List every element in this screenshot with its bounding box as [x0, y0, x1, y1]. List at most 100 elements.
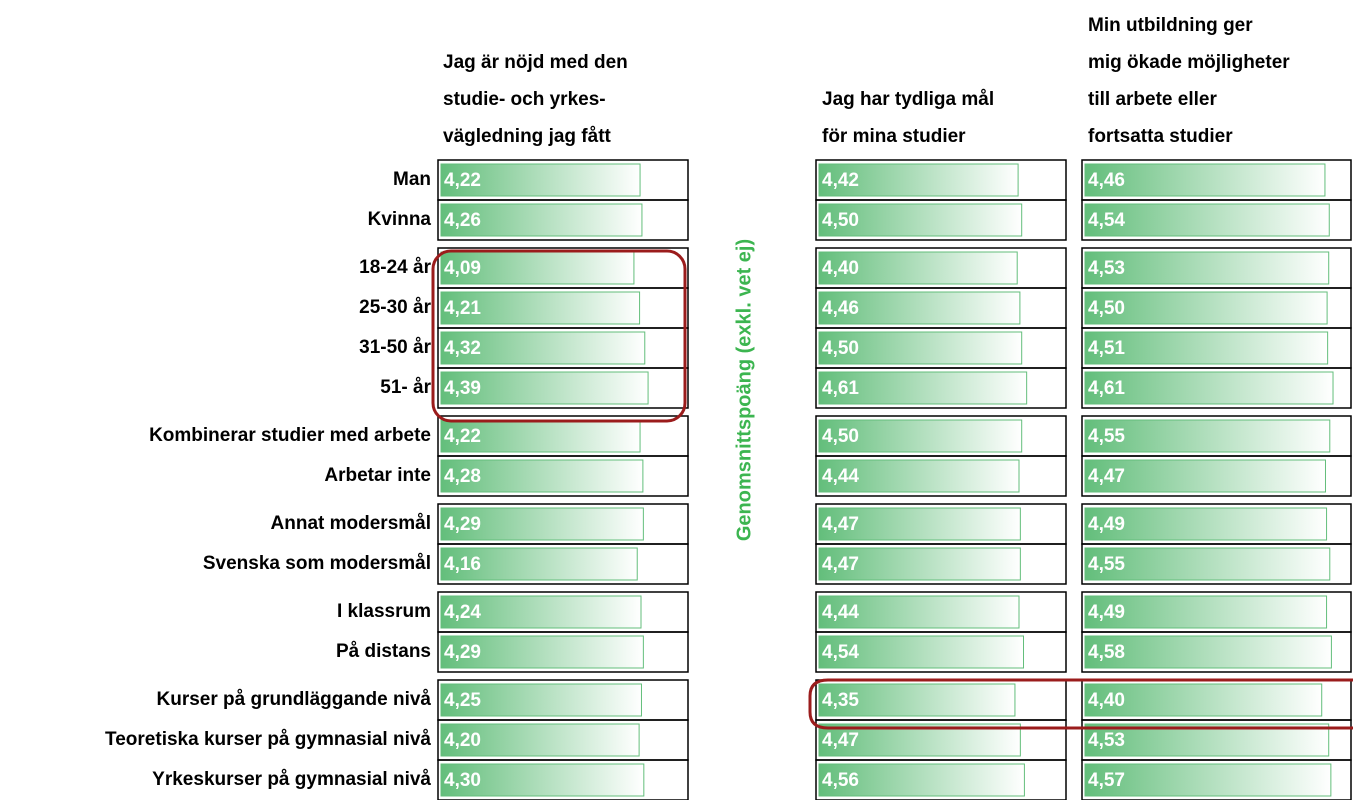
value-label: 4,47 [822, 554, 859, 575]
value-label: 4,32 [444, 338, 481, 359]
data-bar [818, 547, 1021, 581]
data-bar [1084, 331, 1329, 365]
highlight [808, 678, 1353, 730]
value-label: 4,55 [1088, 554, 1125, 575]
value-label: 4,29 [444, 514, 481, 535]
cell [437, 367, 689, 409]
cell [815, 367, 1067, 409]
data-bar [1084, 763, 1332, 797]
data-bar [440, 371, 649, 405]
data-bar [818, 291, 1021, 325]
data-bar [440, 291, 641, 325]
data-bar [818, 203, 1023, 237]
value-label: 4,50 [822, 426, 859, 447]
data-bar [1084, 203, 1330, 237]
data-bar [440, 331, 646, 365]
row-label: Svenska som modersmål [203, 553, 431, 574]
value-label: 4,61 [1088, 378, 1125, 399]
highlight [431, 249, 687, 423]
data-bar [440, 595, 642, 629]
value-label: 4,44 [822, 602, 859, 623]
row-label: 18-24 år [359, 257, 431, 278]
value-label: 4,30 [444, 770, 481, 791]
row-label: Arbetar inte [324, 465, 431, 486]
data-bar [440, 635, 644, 669]
cell [815, 543, 1067, 585]
value-label: 4,16 [444, 554, 481, 575]
data-bar [440, 683, 642, 717]
value-label: 4,42 [822, 170, 859, 191]
cell [437, 199, 689, 241]
cell [437, 543, 689, 585]
value-label: 4,26 [444, 210, 481, 231]
cell [815, 199, 1067, 241]
value-label: 4,22 [444, 170, 481, 191]
data-bar [818, 635, 1025, 669]
data-bar [818, 251, 1018, 285]
row-label: Man [393, 169, 431, 190]
data-bar [818, 507, 1021, 541]
value-label: 4,54 [822, 642, 859, 663]
value-label: 4,28 [444, 466, 481, 487]
row-label: 51- år [380, 377, 431, 398]
value-label: 4,21 [444, 298, 481, 319]
value-label: 4,55 [1088, 426, 1125, 447]
value-label: 4,40 [822, 258, 859, 279]
row-label: I klassrum [337, 601, 431, 622]
data-bar [440, 251, 635, 285]
data-bar [440, 723, 640, 757]
value-label: 4,39 [444, 378, 481, 399]
data-bar [1084, 291, 1328, 325]
value-label: 4,53 [1088, 730, 1125, 751]
value-label: 4,58 [1088, 642, 1125, 663]
value-label: 4,49 [1088, 514, 1125, 535]
cell [1081, 631, 1352, 673]
axis-label: Genomsnittspoäng (exkl. vet ej) [733, 239, 755, 541]
data-bar [440, 163, 641, 197]
value-label: 4,50 [822, 210, 859, 231]
data-bar [818, 595, 1020, 629]
cell [1081, 199, 1352, 241]
row-label: 31-50 år [359, 337, 431, 358]
cell [815, 631, 1067, 673]
cell [815, 759, 1067, 800]
row-label: Kombinerar studier med arbete [149, 425, 431, 446]
data-bar [440, 419, 641, 453]
value-label: 4,29 [444, 642, 481, 663]
data-bar [1084, 595, 1328, 629]
value-label: 4,53 [1088, 258, 1125, 279]
data-bar [818, 683, 1016, 717]
column-header: Jag har tydliga mål för mina studier [822, 89, 995, 147]
data-bar [818, 371, 1028, 405]
cell [815, 455, 1067, 497]
cell [437, 631, 689, 673]
data-bar [440, 507, 644, 541]
data-bar [1084, 547, 1331, 581]
value-label: 4,57 [1088, 770, 1125, 791]
data-bar [1084, 683, 1323, 717]
value-label: 4,50 [822, 338, 859, 359]
cell [437, 759, 689, 800]
value-label: 4,09 [444, 258, 481, 279]
row-label: Teoretiska kurser på gymnasial nivå [105, 729, 431, 750]
data-bar [440, 547, 638, 581]
data-bar [1084, 635, 1332, 669]
cell [437, 455, 689, 497]
value-label: 4,54 [1088, 210, 1125, 231]
data-bar [1084, 251, 1330, 285]
data-bar [1084, 459, 1326, 493]
cell [1081, 455, 1352, 497]
value-label: 4,40 [1088, 690, 1125, 711]
value-label: 4,46 [822, 298, 859, 319]
value-label: 4,24 [444, 602, 481, 623]
cell [1081, 759, 1352, 800]
row-label: Kvinna [368, 209, 432, 230]
data-bar [1084, 507, 1328, 541]
data-bar [818, 419, 1023, 453]
row-label: På distans [336, 641, 431, 662]
data-bar [818, 459, 1020, 493]
value-label: 4,47 [822, 514, 859, 535]
value-label: 4,25 [444, 690, 481, 711]
